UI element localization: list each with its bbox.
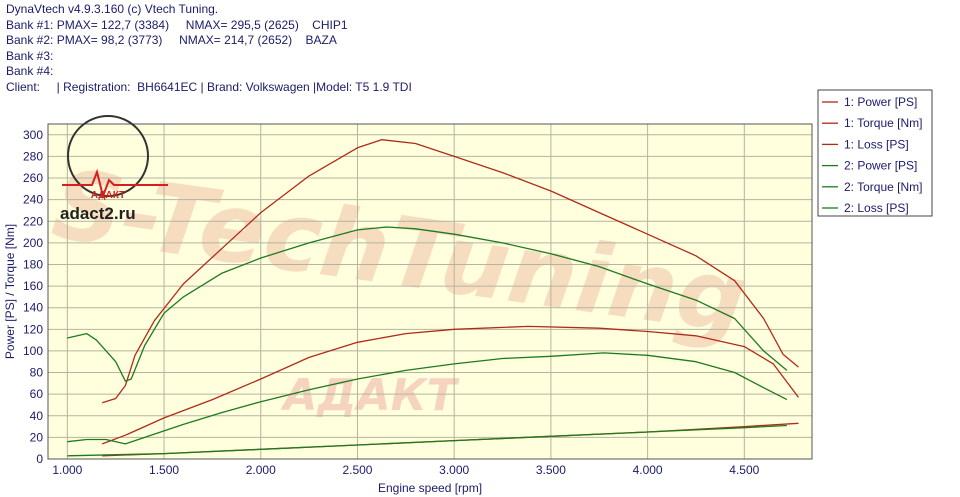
logo-pulse-icon [62,168,168,200]
y-tick-label: 60 [30,387,44,401]
grid-lines [48,124,812,460]
software-version: DynaVtech v4.9.3.160 (c) Vtech Tuning. [6,2,219,16]
y-tick-label: 280 [23,149,43,163]
y-tick-label: 20 [30,430,44,444]
legend-label: 2: Torque [Nm] [844,180,922,194]
x-tick-label: 2.500 [342,463,372,477]
legend-box [817,89,933,217]
x-axis-label: Engine speed [rpm] [378,481,482,495]
y-tick-label: 0 [36,452,43,466]
plot-frame [47,123,813,460]
legend-label: 2: Loss [PS] [844,201,909,215]
bank1-summary: Bank #1: PMAX= 122,7 (3384) NMAX= 295,5 … [6,17,348,32]
y-tick-label: 200 [23,236,43,250]
plot-area [48,124,812,459]
bank3-summary: Bank #3: [6,48,54,63]
series-line-1-power-ps [101,325,800,445]
bank2-summary: Bank #2: PMAX= 98,2 (3773) NMAX= 214,7 (… [6,33,337,47]
x-tick-label: 2.000 [246,463,276,477]
x-tick-label: 4.500 [729,463,759,477]
x-tick-label: 4.000 [633,463,663,477]
x-tick-label: 1.500 [149,463,179,477]
x-tick-label: 1.000 [52,463,82,477]
logo-ring-icon [67,115,149,197]
y-tick-label: 300 [23,128,43,142]
y-tick-label: 240 [23,193,43,207]
logo-site: adact2.ru [60,204,136,223]
y-axis-label: Power [PS] / Torque [Nm] [3,224,17,359]
tick-labels: 1.000 1.500 2.000 2.500 3.000 3.500 4.000 4.500… [23,128,760,477]
axes [47,123,813,460]
series-line-2-torque-nm [67,226,788,382]
report-header: DynaVtech v4.9.3.160 (c) Vtech Tuning. B… [6,2,412,95]
y-tick-label: 140 [23,301,43,315]
logo-text: АДАКТ [91,190,125,201]
y-tick-label: 80 [30,366,44,380]
series-layer [67,139,800,457]
x-tick-label: 3.000 [439,463,469,477]
legend-label: 2: Power [PS] [844,159,917,173]
y-tick-label: 260 [23,171,43,185]
legend: 1: Power [PS] 1: Torque [Nm] 1: Loss [PS] 2… [817,89,933,217]
legend-label: 1: Torque [Nm] [844,116,922,130]
adakt-logo: АДАКТ adact2.ru [60,115,168,223]
series-line-2-power-ps [67,352,788,445]
y-tick-label: 120 [23,322,43,336]
legend-label: 1: Power [PS] [844,95,917,109]
series-line-1-torque-nm [102,139,799,404]
y-tick-label: 40 [30,409,44,423]
client-info: Client: | Registration: BH6641EC | Brand… [6,79,412,94]
y-tick-label: 180 [23,257,43,271]
y-tick-label: 100 [23,344,43,358]
y-tick-label: 220 [23,214,43,228]
legend-label: 1: Loss [PS] [844,137,909,151]
watermark-bottom-text: АДАКТ [280,370,459,421]
y-tick-label: 160 [23,279,43,293]
x-tick-label: 3.500 [536,463,566,477]
bank4-summary: Bank #4: [6,64,54,78]
series-line-2-loss-ps [67,424,787,457]
